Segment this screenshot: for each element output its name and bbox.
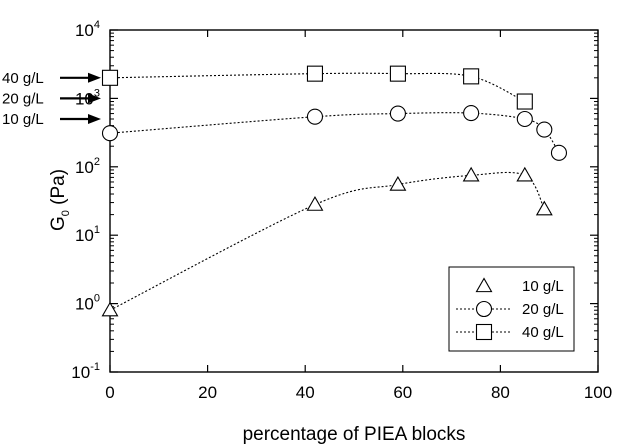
y-tick-label: 100 <box>75 293 100 314</box>
legend-marker <box>475 277 493 293</box>
legend-label: 40 g/L <box>522 324 564 341</box>
legend-label: 20 g/L <box>522 301 564 318</box>
series-layer <box>101 65 568 317</box>
x-tick-label: 60 <box>393 383 412 402</box>
data-point <box>389 105 406 122</box>
x-tick-label: 80 <box>491 383 510 402</box>
y-tick-label: 10-1 <box>71 361 100 382</box>
series-line <box>109 112 560 154</box>
x-tick-label: 0 <box>105 383 114 402</box>
x-tick-label: 100 <box>584 383 612 402</box>
annotation-arrowhead <box>88 113 101 124</box>
x-axis-title: percentage of PIEA blocks <box>243 424 466 445</box>
data-point <box>389 175 407 191</box>
y-tick-label: 104 <box>75 19 100 40</box>
annotation-layer: 40 g/L 20 g/L 10 g/L <box>2 70 101 128</box>
legend-marker <box>475 300 493 318</box>
data-point <box>101 301 119 317</box>
series-circle <box>101 105 568 161</box>
y-tick-label: 101 <box>75 224 100 245</box>
annotation-label: 10 g/L <box>2 111 44 128</box>
legend-label: 10 g/L <box>522 278 564 295</box>
data-point <box>462 166 480 182</box>
data-point <box>101 69 119 86</box>
plot-frame <box>109 29 599 373</box>
y-axis-title: G0 (Pa) <box>48 169 72 231</box>
annotation-label: 40 g/L <box>2 70 44 87</box>
legend: 10 g/L 20 g/L 40 g/L <box>448 266 575 352</box>
x-tick-label: 20 <box>198 383 217 402</box>
data-point <box>389 65 406 82</box>
data-point <box>516 93 533 110</box>
series-triangle <box>101 166 553 317</box>
data-point <box>306 108 324 125</box>
data-point <box>306 196 324 211</box>
annotation-arrowhead <box>88 93 101 104</box>
data-point <box>463 68 480 85</box>
data-point <box>306 65 324 82</box>
annotation-label: 20 g/L <box>2 90 44 107</box>
annotation-arrowhead <box>88 72 101 83</box>
data-point <box>535 200 553 216</box>
legend-marker <box>475 323 493 341</box>
data-point <box>536 121 553 138</box>
data-point <box>550 144 568 161</box>
series-square <box>101 65 533 110</box>
data-point <box>101 125 119 142</box>
data-point <box>516 110 533 128</box>
x-tick-label: 40 <box>296 383 315 402</box>
data-point <box>463 105 480 122</box>
y-tick-label: 102 <box>75 156 100 177</box>
data-point <box>516 166 534 182</box>
